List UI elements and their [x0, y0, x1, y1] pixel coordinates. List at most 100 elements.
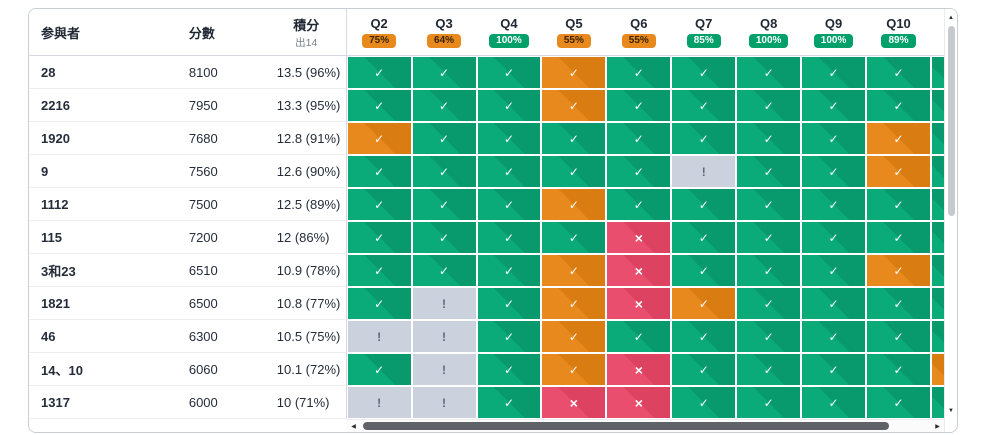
answer-cell-q4: ✓ — [476, 386, 542, 419]
answer-cell-partial — [930, 254, 944, 287]
check-icon: ✓ — [412, 90, 476, 121]
question-header-q8[interactable]: Q8 100% — [736, 9, 801, 55]
answer-cell-partial — [930, 56, 944, 89]
answer-cell-q8: ✓ — [736, 155, 802, 188]
answer-cell-q6: × — [606, 254, 672, 287]
partial-answer-sliver — [931, 57, 944, 88]
answer-cell-q5: ✓ — [541, 221, 607, 254]
table-body: 28 8100 13.5 (96%) ✓ ✓ ✓ ✓ ✓ ✓ ✓ ✓ ✓ 2216 7950 13.3 (9… — [29, 56, 944, 419]
answer-cell-q6: × — [606, 386, 672, 419]
scroll-down-button[interactable]: ▼ — [948, 408, 954, 414]
answer-cell-q8: ✓ — [736, 122, 802, 155]
accuracy-badge: 55% — [556, 34, 591, 48]
answer-cell-q2: ✓ — [346, 56, 412, 89]
check-icon: ✓ — [607, 321, 671, 352]
accuracy-badge: 85% — [686, 34, 721, 48]
participant-name: 1317 — [29, 386, 179, 419]
answer-cell-q7: ✓ — [671, 287, 737, 320]
answer-cell-q3: ! — [411, 353, 477, 386]
check-icon: ✓ — [542, 321, 606, 352]
check-icon: ✓ — [347, 189, 411, 220]
check-icon: ✓ — [477, 156, 541, 187]
check-icon: ✓ — [737, 189, 801, 220]
answer-cell-q10: ✓ — [866, 221, 931, 254]
accuracy-badge: 55% — [621, 34, 656, 48]
check-icon: ✓ — [672, 321, 736, 352]
accuracy-badge: 64% — [427, 34, 462, 48]
check-icon: ✓ — [607, 156, 671, 187]
horizontal-scrollbar[interactable]: ◀ ▶ — [347, 419, 944, 432]
check-icon: ✓ — [477, 354, 541, 385]
scroll-right-button[interactable]: ▶ — [935, 423, 940, 430]
accuracy-badge: 100% — [748, 34, 789, 48]
check-icon: ✓ — [477, 57, 541, 88]
answer-cell-q4: ✓ — [476, 287, 542, 320]
question-header-q2[interactable]: Q2 75% — [347, 9, 412, 55]
check-icon: ✓ — [672, 123, 736, 154]
vertical-scroll-thumb[interactable] — [948, 26, 955, 216]
check-icon: ✓ — [477, 189, 541, 220]
participant-name: 3和23 — [29, 254, 179, 287]
score-value: 7200 — [178, 221, 267, 254]
horizontal-scroll-track[interactable] — [360, 420, 931, 432]
participant-name: 115 — [29, 221, 179, 254]
check-icon: ✓ — [347, 222, 411, 253]
answer-cell-q7: ✓ — [671, 89, 737, 122]
question-header-q6[interactable]: Q6 55% — [606, 9, 671, 55]
check-icon: ✓ — [802, 255, 866, 286]
check-icon: ✓ — [737, 222, 801, 253]
participant-name: 28 — [29, 56, 179, 89]
table-row: 9 7560 12.6 (90%) ✓ ✓ ✓ ✓ ✓! ✓ ✓ ✓ — [29, 155, 944, 188]
header-row: 参與者 分數 積分 出14 Q2 75% Q3 64% Q4 100% Q5 55% Q6 55%… — [29, 9, 944, 56]
exclamation-icon: ! — [412, 321, 476, 352]
column-header-participant: 参與者 — [29, 9, 179, 55]
answer-cell-q3: ! — [411, 320, 477, 353]
question-header-partial — [931, 9, 944, 55]
scroll-left-button[interactable]: ◀ — [351, 423, 356, 430]
score-value: 7950 — [178, 89, 267, 122]
answer-cell-q5: × — [541, 386, 607, 419]
answer-cell-q6: ✓ — [606, 320, 672, 353]
table-row: 115 7200 12 (86%) ✓ ✓ ✓ ✓ × ✓ ✓ ✓ ✓ — [29, 221, 944, 254]
answer-cell-q5: ✓ — [541, 89, 607, 122]
answer-cell-q6: ✓ — [606, 188, 672, 221]
check-icon: ✓ — [607, 189, 671, 220]
check-icon: ✓ — [672, 189, 736, 220]
horizontal-scroll-thumb[interactable] — [363, 422, 889, 430]
score-value: 7500 — [178, 188, 267, 221]
question-header-q10[interactable]: Q10 89% — [866, 9, 931, 55]
question-header-q9[interactable]: Q9 100% — [801, 9, 866, 55]
answer-cell-q5: ✓ — [541, 122, 607, 155]
answer-cell-q2: ✓ — [346, 353, 412, 386]
question-header-q7[interactable]: Q7 85% — [671, 9, 736, 55]
scroll-up-button[interactable]: ▲ — [948, 15, 954, 21]
answer-cell-q7: ✓ — [671, 353, 737, 386]
answer-cell-q10: ✓ — [866, 287, 931, 320]
question-label: Q3 — [435, 16, 453, 31]
answer-cell-q4: ✓ — [476, 122, 542, 155]
answer-cell-q3: ✓ — [411, 122, 477, 155]
exclamation-icon: ! — [412, 354, 476, 385]
points-value: 12.8 (91%) — [266, 122, 347, 155]
table-main: 参與者 分數 積分 出14 Q2 75% Q3 64% Q4 100% Q5 55% Q6 55%… — [29, 9, 944, 432]
column-header-score: 分數 — [179, 9, 267, 55]
accuracy-badge: 75% — [362, 34, 397, 48]
question-label: Q4 — [500, 16, 518, 31]
answer-cell-q8: ✓ — [736, 56, 802, 89]
score-value: 7680 — [178, 122, 267, 155]
question-header-q5[interactable]: Q5 55% — [541, 9, 606, 55]
partial-answer-sliver — [931, 354, 944, 385]
check-icon: ✓ — [802, 321, 866, 352]
answer-cell-q9: ✓ — [801, 188, 867, 221]
answer-cell-q4: ✓ — [476, 188, 542, 221]
vertical-scrollbar[interactable]: ▲ ▼ — [944, 9, 957, 432]
answer-cell-q5: ✓ — [541, 254, 607, 287]
check-icon: ✓ — [737, 90, 801, 121]
score-header-label: 分數 — [188, 25, 215, 41]
partial-answer-sliver — [931, 189, 944, 220]
question-header-q4[interactable]: Q4 100% — [477, 9, 542, 55]
check-icon: ✓ — [542, 57, 606, 88]
check-icon: ✓ — [802, 288, 866, 319]
question-header-q3[interactable]: Q3 64% — [412, 9, 477, 55]
check-icon: ✓ — [672, 354, 736, 385]
